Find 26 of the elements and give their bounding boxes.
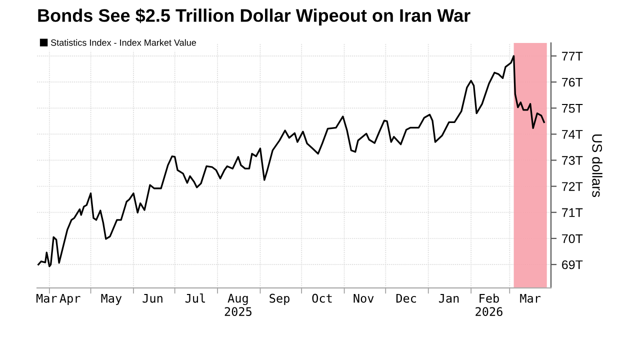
- y-tick-label: 72T: [562, 182, 583, 191]
- x-tick-label: Mar: [520, 294, 541, 303]
- y-tick-label: 69T: [562, 260, 583, 270]
- y-tick-label: 76T: [562, 78, 583, 87]
- x-tick-label: Jun: [142, 294, 162, 303]
- x-tick-label: Aug 2025: [224, 294, 252, 316]
- x-tick-label: Apr: [60, 294, 80, 306]
- line-series: [38, 55, 545, 268]
- y-tick-label: 70T: [562, 234, 583, 244]
- y-axis-title: US dollars: [592, 134, 602, 197]
- x-tick-label: Oct: [312, 294, 332, 303]
- y-tick-label: 73T: [562, 156, 583, 165]
- x-tick-label: Nov: [354, 294, 374, 303]
- y-tick-label: 75T: [562, 104, 583, 113]
- x-tick-label: Dec: [396, 294, 416, 303]
- x-tick-label: Feb 2026: [476, 294, 502, 316]
- y-tick-label: 74T: [562, 130, 583, 139]
- x-tick-label: May: [101, 294, 122, 306]
- x-tick-label: Jul: [185, 294, 205, 303]
- x-tick-label: Mar: [36, 294, 57, 303]
- legend-label: Statistics Index - Index Market Value: [50, 39, 196, 46]
- chart-title: Bonds See $2.5 Trillion Dollar Wipeout on Iran War: [38, 8, 470, 26]
- y-tick-label: 77T: [562, 52, 583, 60]
- y-tick-label: 71T: [562, 208, 583, 217]
- x-tick-label: Sep: [270, 294, 290, 306]
- x-tick-label: Jan: [438, 294, 459, 303]
